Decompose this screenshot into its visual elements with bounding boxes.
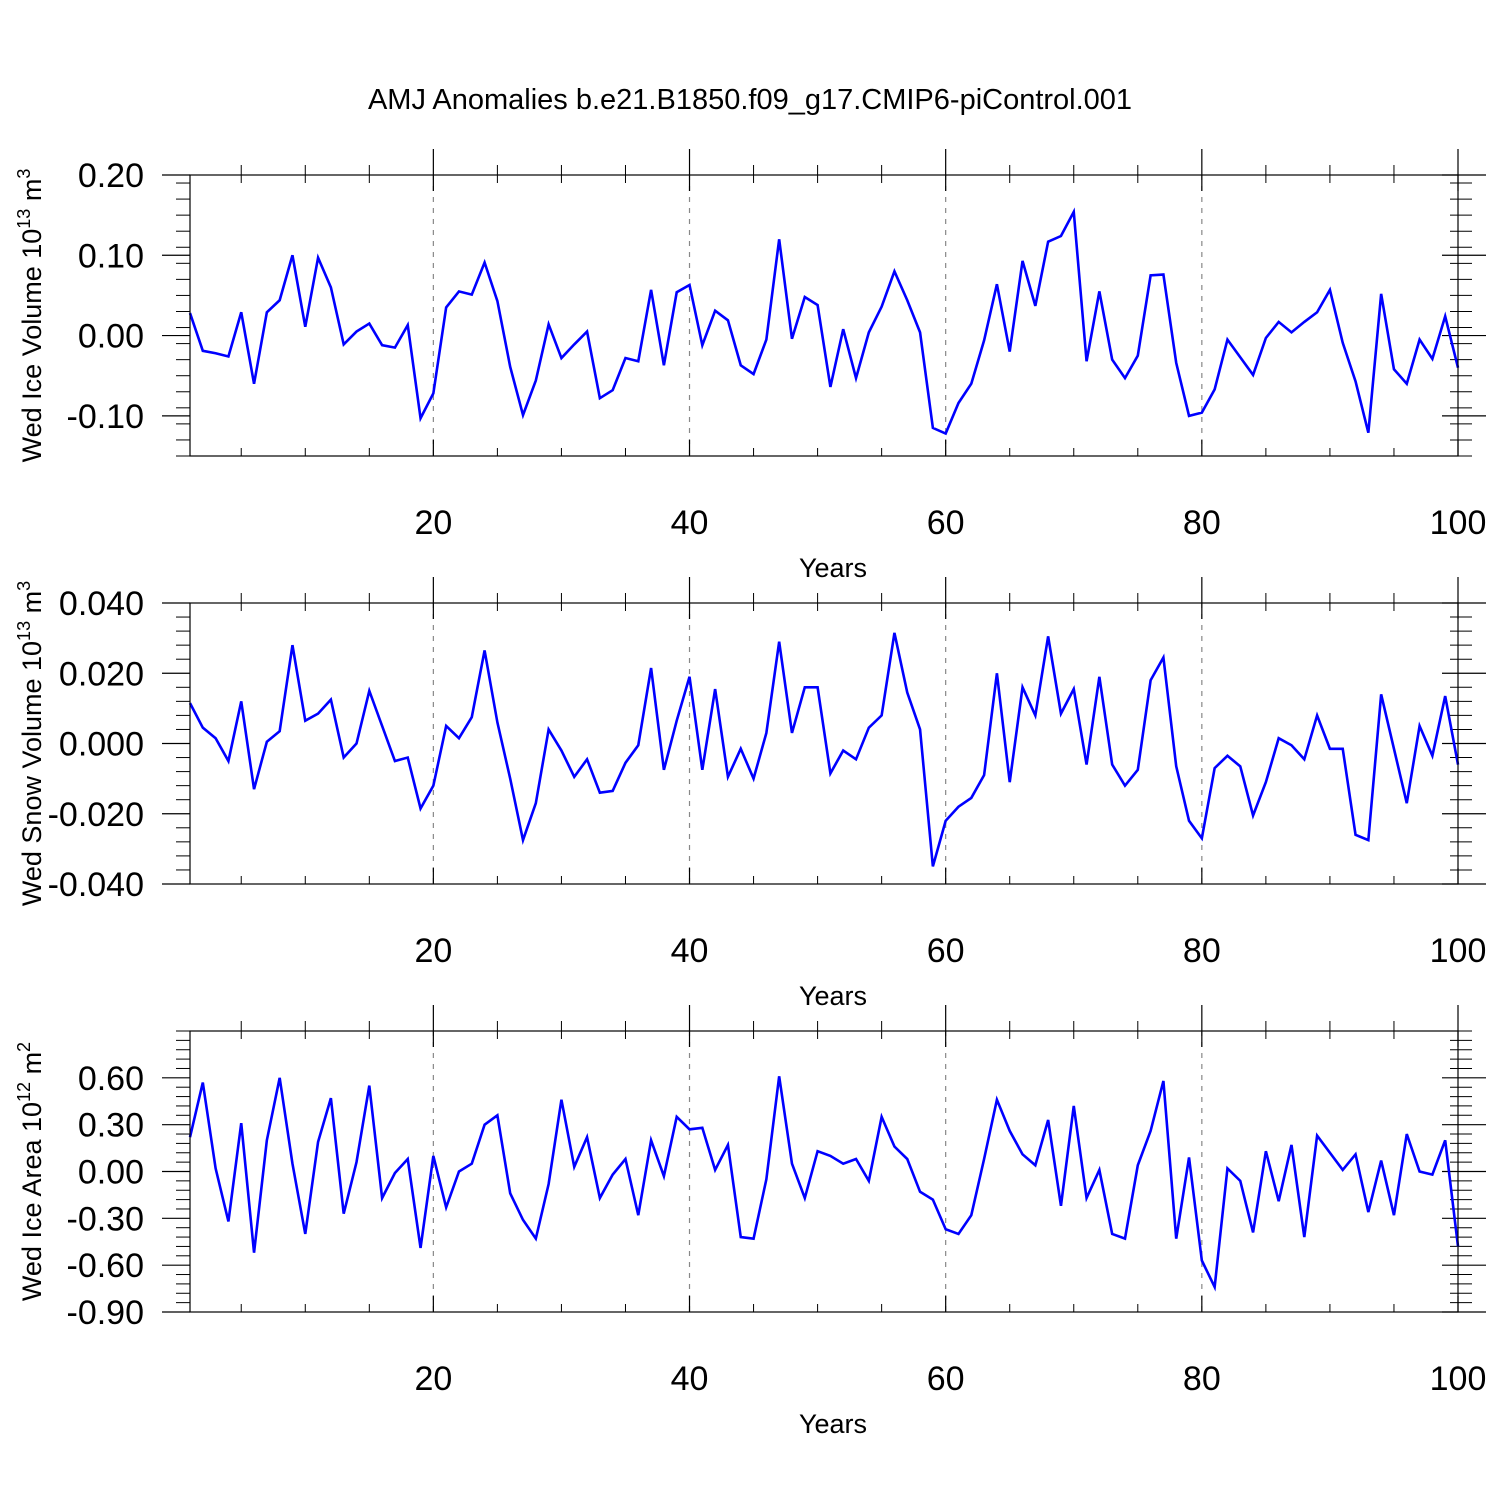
y-tick-label: 0.30 xyxy=(78,1107,144,1145)
y-axis-title-superscript: 3 xyxy=(14,169,34,179)
x-tick-label: 60 xyxy=(927,1360,965,1398)
plot-frame xyxy=(189,602,1459,885)
y-axis-title: Wed Ice Volume 1013 m3 xyxy=(14,169,47,463)
x-tick-label: 20 xyxy=(414,504,452,542)
y-axis-title-text: Wed Ice Area 10 xyxy=(17,1102,47,1301)
x-axis-title: Years xyxy=(799,553,867,583)
plot-frame xyxy=(189,174,1459,457)
x-tick-label: 40 xyxy=(671,1360,709,1398)
y-tick-label: 0.040 xyxy=(59,585,144,623)
chart-title: AMJ Anomalies b.e21.B1850.f09_g17.CMIP6-… xyxy=(367,84,1133,116)
x-tick-label: 20 xyxy=(414,1360,452,1398)
series-line xyxy=(188,1076,1460,1292)
x-tick-label: 40 xyxy=(671,504,709,542)
y-tick-label: 0.000 xyxy=(59,726,144,764)
y-tick-label: 0.00 xyxy=(78,318,144,356)
y-axis-title-text: m xyxy=(17,1052,47,1082)
y-axis-title-text: Wed Ice Volume 10 xyxy=(17,229,47,463)
x-axis-title: Years xyxy=(799,1409,867,1439)
x-tick-label: 100 xyxy=(1430,504,1487,542)
x-tick-label: 100 xyxy=(1430,932,1487,970)
y-tick-label: -0.60 xyxy=(67,1247,145,1285)
x-axis-title: Years xyxy=(799,981,867,1011)
series-line xyxy=(188,632,1460,867)
y-axis-title-text: m xyxy=(17,591,47,621)
y-axis-title-superscript: 12 xyxy=(14,1082,34,1102)
y-tick-label: -0.040 xyxy=(48,866,144,904)
y-axis-title-text: m xyxy=(17,179,47,209)
x-tick-label: 80 xyxy=(1183,1360,1221,1398)
y-tick-label: 0.020 xyxy=(59,655,144,693)
y-axis-title-superscript: 13 xyxy=(14,621,34,641)
series-line xyxy=(188,207,1460,436)
x-tick-label: 80 xyxy=(1183,932,1221,970)
plot-frame xyxy=(189,1030,1459,1313)
x-tick-label: 60 xyxy=(927,504,965,542)
y-tick-label: -0.10 xyxy=(67,398,145,436)
x-tick-label: 40 xyxy=(671,932,709,970)
y-axis-title-superscript: 13 xyxy=(14,209,34,229)
y-tick-label: 0.10 xyxy=(78,237,144,275)
y-tick-label: 0.00 xyxy=(78,1154,144,1192)
x-tick-label: 80 xyxy=(1183,504,1221,542)
y-tick-label: 0.60 xyxy=(78,1060,144,1098)
y-tick-label: -0.30 xyxy=(67,1200,145,1238)
x-tick-label: 60 xyxy=(927,932,965,970)
y-axis-title-superscript: 3 xyxy=(14,581,34,591)
x-tick-label: 20 xyxy=(414,932,452,970)
y-tick-label: -0.020 xyxy=(48,796,144,834)
y-tick-label: 0.20 xyxy=(78,157,144,195)
y-axis-title: Wed Ice Area 1012 m2 xyxy=(14,1042,47,1301)
y-axis-title: Wed Snow Volume 1013 m3 xyxy=(14,581,47,906)
y-axis-title-superscript: 2 xyxy=(14,1042,34,1052)
y-axis-title-text: Wed Snow Volume 10 xyxy=(17,641,47,906)
x-tick-label: 100 xyxy=(1430,1360,1487,1398)
y-tick-label: -0.90 xyxy=(67,1294,145,1332)
